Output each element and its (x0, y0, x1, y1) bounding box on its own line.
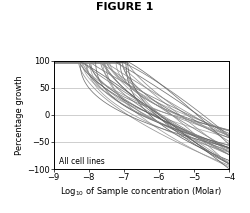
Text: All cell lines: All cell lines (59, 157, 105, 166)
X-axis label: Log$_{10}$ of Sample concentration (Molar): Log$_{10}$ of Sample concentration (Mola… (60, 185, 222, 198)
Y-axis label: Percentage growth: Percentage growth (15, 75, 24, 155)
Text: FIGURE 1: FIGURE 1 (96, 2, 154, 12)
